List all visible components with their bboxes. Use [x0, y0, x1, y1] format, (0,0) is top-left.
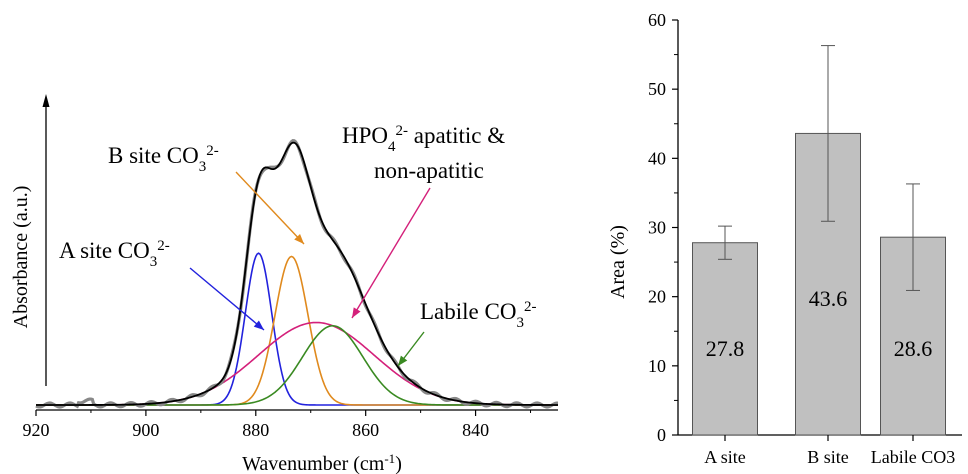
component-curve-b_site [36, 255, 558, 406]
bar-value-label: 43.6 [809, 286, 848, 311]
spectrum-y-label: Absorbance (a.u.) [10, 186, 32, 329]
leader-hpo4 [351, 187, 431, 319]
area-bar-chart: 0 10 20 30 40 50 60 27.8 A site 43.6 B site 28.6 La… [607, 10, 962, 467]
spectrum-chart: 920 900 880 860 840 Absorbance (a.u.) Wavenu… [10, 94, 559, 474]
bar-y-tick-label: 20 [648, 287, 666, 307]
leader-b-site-arrowhead [294, 233, 304, 244]
bar [692, 242, 758, 436]
annotation-b-site: B site CO32- [108, 143, 219, 175]
spectrum-x-tick-label: 840 [462, 420, 489, 440]
leader-a-site-arrowhead [253, 320, 264, 330]
spectrum-annotation-leaders [189, 171, 431, 367]
spectrum-x-tick-label: 920 [23, 420, 50, 440]
bar-value-label: 27.8 [706, 336, 745, 361]
component-curve-labile [36, 324, 558, 406]
spectrum-x-tick-label: 900 [132, 420, 159, 440]
annotation-a-site: A site CO32- [59, 238, 170, 270]
bar-y-tick-label: 0 [657, 425, 666, 445]
fitted-sum-curve [36, 141, 558, 406]
spectrum-y-arrowhead [42, 94, 50, 107]
bar-y-tick-label: 40 [648, 148, 666, 168]
spectrum-x-tick-label: 860 [352, 420, 379, 440]
bar-y-tick-label: 50 [648, 79, 666, 99]
spectrum-curves [35, 139, 559, 409]
bar-y-tick-label: 30 [648, 218, 666, 238]
bar-value-label: 28.6 [894, 336, 933, 361]
component-curve-hpo4 [36, 321, 558, 406]
annotation-hpo4-line2: non-apatitic [374, 158, 484, 183]
bar-category-label: B site [807, 447, 849, 467]
spectrum-x-ticks: 920 900 880 860 840 [23, 410, 532, 440]
spectrum-x-tick-label: 880 [242, 420, 269, 440]
component-curve-a_site [36, 252, 558, 406]
leader-labile-arrowhead [398, 355, 408, 366]
bar-y-ticks: 0 10 20 30 40 50 60 [648, 10, 678, 445]
bar-category-label: Labile CO3 [871, 447, 955, 467]
annotation-hpo4-line1: HPO42- apatitic & [342, 123, 505, 155]
annotation-labile: Labile CO32- [420, 299, 536, 331]
leader-a-site [189, 267, 265, 331]
spectrum-x-label: Wavenumber (cm-1) [242, 451, 402, 474]
leader-b-site [235, 171, 305, 245]
bar-y-tick-label: 10 [648, 356, 666, 376]
bar-category-label: A site [704, 447, 746, 467]
bar-y-tick-label: 60 [648, 10, 666, 30]
leader-hpo4-arrowhead [352, 307, 361, 318]
bar-y-label: Area (%) [607, 225, 629, 299]
bar-marks: 27.8 A site 43.6 B site 28.6 Labile CO3 [692, 45, 955, 467]
